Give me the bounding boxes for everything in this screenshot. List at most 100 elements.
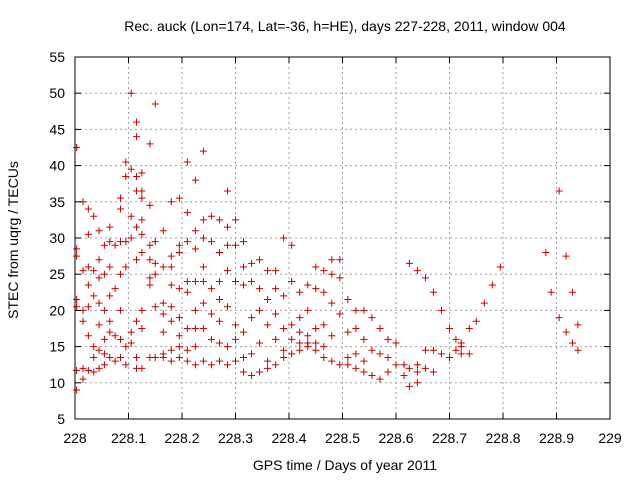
- data-point: [207, 310, 215, 318]
- data-point: [215, 339, 223, 347]
- data-point: [232, 216, 239, 224]
- y-tick-label: 55: [49, 49, 65, 65]
- data-point: [100, 361, 108, 369]
- y-tick-label: 15: [49, 339, 65, 355]
- y-tick-labels: 5 10 15 20 25 30 35 40 45 50 55: [49, 49, 65, 427]
- data-point: [167, 252, 175, 260]
- data-point: [133, 172, 141, 180]
- data-point: [84, 366, 92, 374]
- data-point: [95, 299, 103, 307]
- data-point: [336, 361, 344, 369]
- data-point: [199, 325, 207, 332]
- data-point: [90, 368, 98, 376]
- data-point: [191, 306, 199, 314]
- data-point: [328, 332, 336, 340]
- y-tick-label: 35: [49, 194, 65, 210]
- data-point: [376, 350, 384, 358]
- data-point: [280, 353, 288, 361]
- data-point: [336, 310, 344, 318]
- data-point: [256, 339, 264, 347]
- data-point: [288, 335, 296, 343]
- data-point: [207, 238, 215, 246]
- data-point: [106, 317, 114, 325]
- data-point: [151, 238, 159, 246]
- data-point: [79, 267, 87, 275]
- data-point: [223, 223, 231, 231]
- data-point: [146, 256, 154, 264]
- data-point: [296, 314, 304, 322]
- data-point: [569, 288, 577, 296]
- data-point: [457, 350, 465, 358]
- data-point: [167, 357, 175, 365]
- data-point: [84, 303, 92, 311]
- data-point: [465, 325, 473, 332]
- data-point: [272, 267, 280, 275]
- data-point: [95, 346, 103, 354]
- data-point: [555, 187, 563, 195]
- data-point: [116, 270, 124, 278]
- data-point: [79, 317, 87, 325]
- data-point: [127, 165, 135, 173]
- data-point: [400, 361, 408, 369]
- data-point: [280, 292, 288, 300]
- data-point: [127, 328, 135, 336]
- data-point: [215, 357, 223, 365]
- data-point: [542, 248, 550, 256]
- data-point: [413, 361, 421, 369]
- data-point: [352, 364, 360, 372]
- data-point: [191, 176, 199, 184]
- x-tick-label: 228.3: [218, 430, 253, 446]
- data-point: [457, 343, 465, 351]
- data-point: [183, 357, 191, 365]
- data-point: [264, 321, 272, 329]
- data-point: [240, 368, 248, 376]
- data-point: [90, 343, 98, 351]
- data-point: [79, 375, 87, 383]
- data-point: [215, 216, 223, 224]
- data-point: [240, 328, 248, 336]
- data-point: [368, 346, 376, 354]
- data-point: [151, 259, 159, 267]
- data-point: [256, 285, 264, 293]
- data-point: [223, 187, 231, 195]
- data-point: [159, 299, 167, 307]
- data-point: [304, 281, 312, 289]
- data-point: [175, 314, 183, 322]
- data-point: [122, 172, 130, 180]
- data-point: [138, 194, 146, 202]
- data-point: [248, 277, 256, 285]
- data-point: [264, 296, 272, 304]
- data-point: [207, 361, 215, 369]
- y-tick-label: 50: [49, 85, 65, 101]
- data-point: [183, 238, 191, 246]
- data-point: [106, 328, 114, 336]
- data-point: [90, 353, 98, 361]
- data-point: [146, 274, 154, 282]
- data-point: [312, 285, 320, 293]
- data-point: [146, 201, 154, 209]
- data-point: [133, 317, 141, 325]
- data-point: [437, 350, 445, 358]
- data-point: [167, 198, 175, 206]
- data-point: [446, 353, 453, 361]
- data-point: [421, 346, 429, 354]
- data-point: [264, 357, 272, 365]
- data-point: [312, 339, 320, 347]
- data-point: [138, 216, 146, 224]
- data-point: [133, 118, 141, 126]
- data-point: [207, 285, 215, 293]
- data-point: [175, 285, 183, 293]
- x-tick-label: 228.5: [325, 430, 360, 446]
- data-point: [232, 335, 239, 343]
- y-tick-label: 40: [49, 158, 65, 174]
- x-tick-label: 228.6: [378, 430, 413, 446]
- data-point: [248, 259, 256, 267]
- data-point: [111, 357, 119, 365]
- data-point: [240, 238, 248, 246]
- data-point: [122, 263, 130, 271]
- data-point: [288, 321, 296, 329]
- data-point: [111, 241, 119, 249]
- data-point: [175, 248, 183, 256]
- x-tick-labels: 228 228.1 228.2 228.3 228.4 228.5 228.6 228.7 22…: [63, 430, 622, 446]
